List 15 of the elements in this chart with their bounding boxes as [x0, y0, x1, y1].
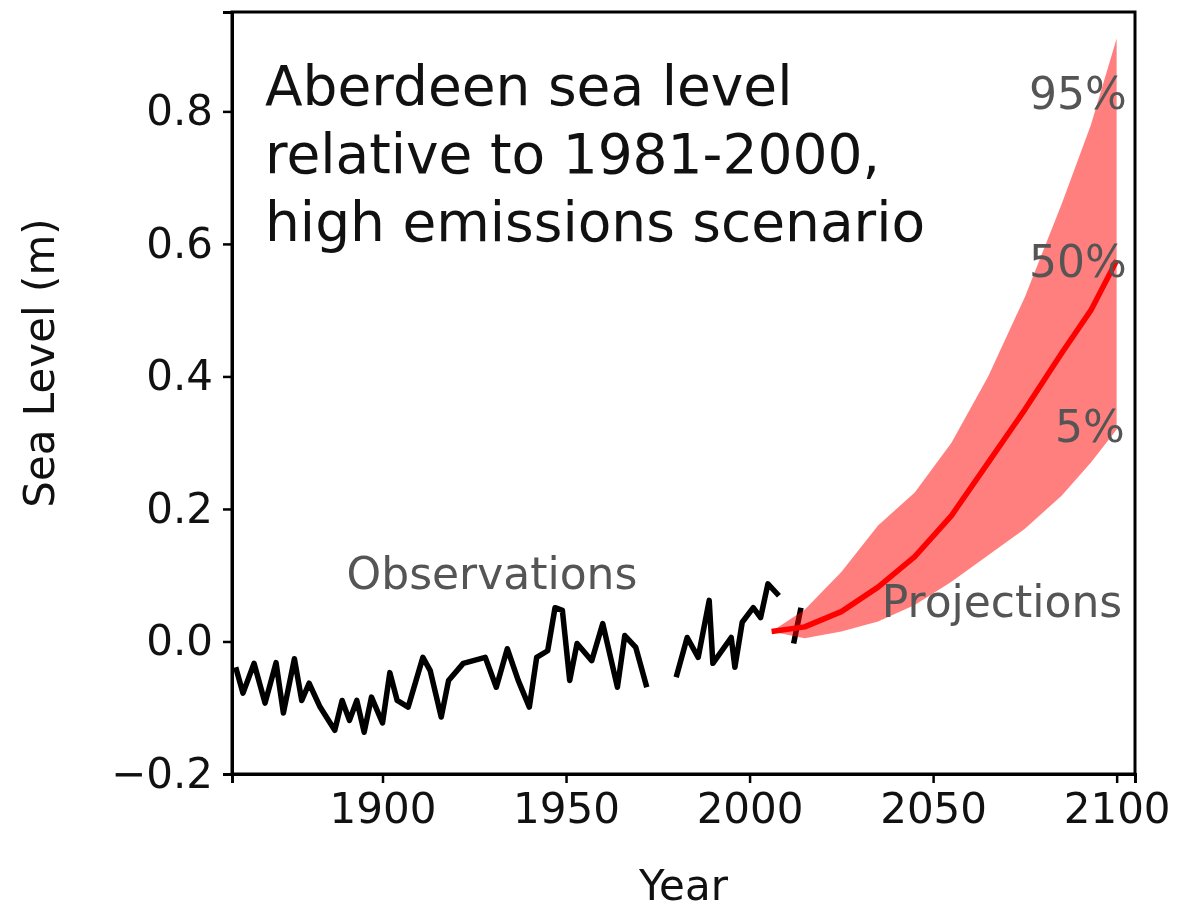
x-tick-label: 2050 — [880, 783, 988, 833]
y-tick-label: 0.6 — [146, 218, 213, 268]
y-tick-label: 0.8 — [146, 86, 213, 136]
x-axis-title: Year — [638, 861, 729, 906]
annotation: Observations — [346, 548, 638, 599]
x-tick-label: 2000 — [696, 783, 804, 833]
y-tick-label: 0.4 — [146, 351, 213, 401]
x-tick-label: 1900 — [329, 783, 437, 833]
y-tick-label: −0.2 — [111, 748, 213, 798]
y-tick-label: 0.2 — [146, 483, 213, 533]
x-tick-label: 2100 — [1063, 783, 1171, 833]
text: Aberdeen sea level relative to 1981-2000, high emissions scenario — [265, 54, 926, 254]
x-tick-label: 1950 — [513, 783, 620, 833]
y-tick-label: 0.0 — [146, 616, 213, 666]
y-axis-title: Sea Level (m) — [15, 218, 64, 508]
